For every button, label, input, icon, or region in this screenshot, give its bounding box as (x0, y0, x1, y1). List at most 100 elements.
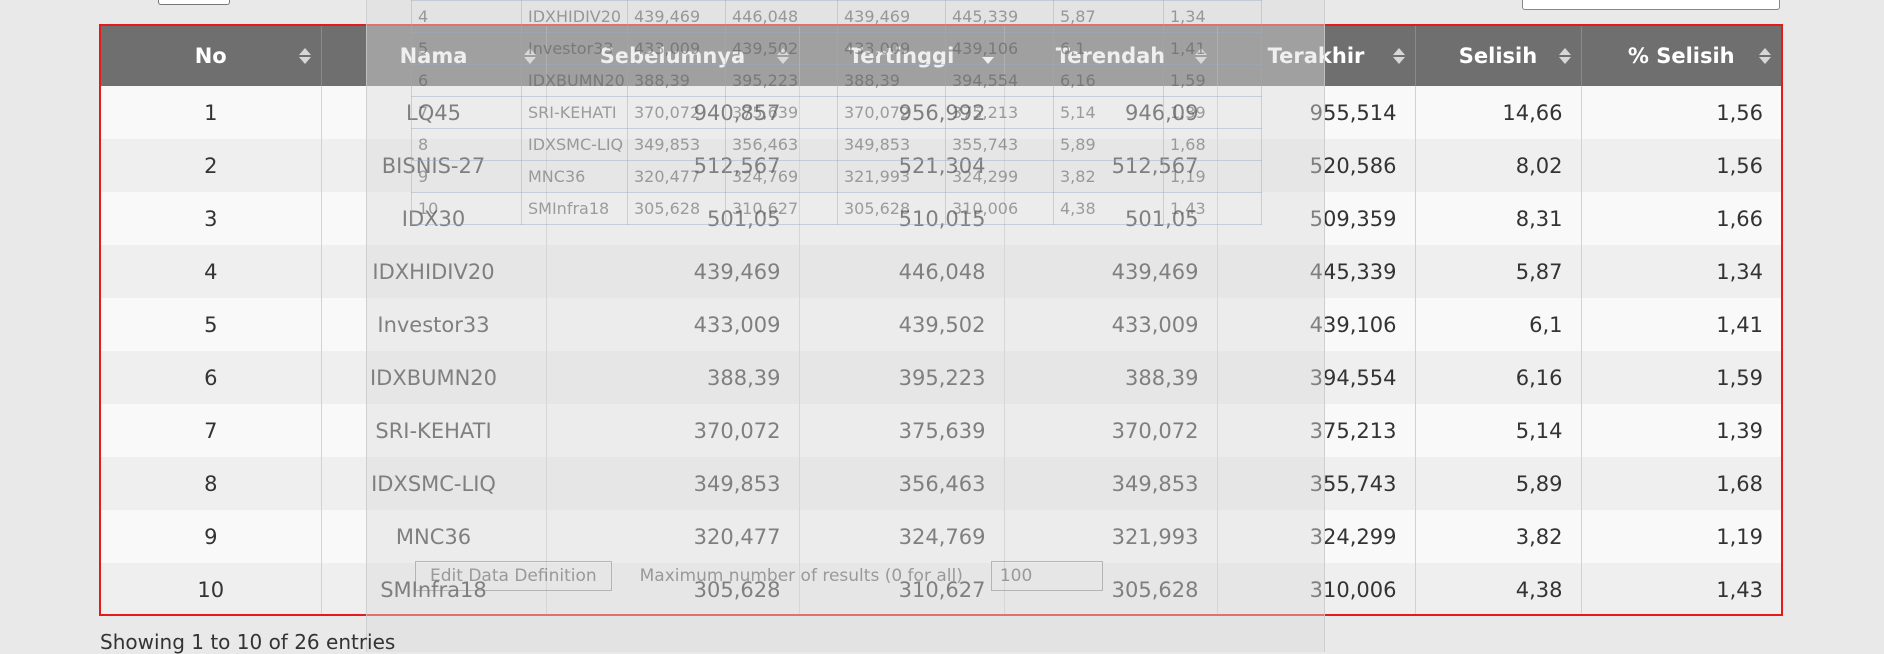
table-cell: 4,38 (1415, 563, 1582, 614)
table-cell: 1,34 (1581, 245, 1781, 298)
table-cell: 439,502 (799, 298, 1005, 351)
table-row[interactable]: 6 IDXBUMN20 388,39 395,223 388,39 394,554 6,16… (101, 351, 1781, 404)
table-row[interactable]: 9 MNC36 320,477 324,769 321,993 324,299 3,82 1,… (101, 510, 1781, 563)
column-header-label: No (194, 44, 227, 68)
table-cell: 375,639 (799, 404, 1005, 457)
table-cell: 5,87 (1415, 245, 1582, 298)
table-cell: 520,586 (1217, 139, 1416, 192)
table-cell: 8 (101, 457, 322, 510)
table-cell: 9 (101, 510, 322, 563)
search-input[interactable] (1522, 0, 1780, 10)
table-cell: 7 (101, 404, 322, 457)
table-cell: 5,89 (1415, 457, 1582, 510)
table-cell: 512,567 (546, 139, 800, 192)
sort-icon[interactable] (1759, 48, 1771, 64)
table-cell: 5,14 (1415, 404, 1582, 457)
table-cell: 349,853 (1004, 457, 1218, 510)
table-cell: 2 (101, 139, 322, 192)
table-cell: 446,048 (799, 245, 1005, 298)
table-header-row: No Nama Sebelumnya Tertinggi Terendah Terakhi… (101, 26, 1781, 86)
table-cell: 370,072 (1004, 404, 1218, 457)
table-cell: 1,59 (1581, 351, 1781, 404)
sort-icon[interactable] (298, 48, 311, 64)
table-cell: 324,299 (1217, 510, 1416, 563)
table-cell: 439,469 (1004, 245, 1218, 298)
table-cell: 509,359 (1217, 192, 1416, 245)
table-cell: 1 (101, 86, 322, 139)
table-cell: 324,769 (799, 510, 1005, 563)
table-cell: 8,02 (1415, 139, 1582, 192)
column-header-label: Tertinggi (848, 44, 955, 68)
column-header-no[interactable]: No (101, 26, 322, 86)
table-cell: 6,16 (1415, 351, 1582, 404)
table-cell: SRI-KEHATI (321, 404, 547, 457)
table-cell: 320,477 (546, 510, 800, 563)
table-cell: 1,41 (1581, 298, 1781, 351)
table-cell: 394,554 (1217, 351, 1416, 404)
column-header-terendah[interactable]: Terendah (1004, 26, 1218, 86)
table-cell: 501,05 (1004, 192, 1218, 245)
table-cell: 1,68 (1581, 457, 1781, 510)
table-cell: 8,31 (1415, 192, 1582, 245)
column-header-tertinggi[interactable]: Tertinggi (799, 26, 1005, 86)
column-header-selisih[interactable]: % Selisih (1581, 26, 1781, 86)
table-cell: MNC36 (321, 510, 547, 563)
sort-icon[interactable] (1558, 48, 1571, 64)
table-cell: IDXBUMN20 (321, 351, 547, 404)
table-cell: 310,006 (1217, 563, 1416, 614)
table-row[interactable]: 8 IDXSMC-LIQ 349,853 356,463 349,853 355,743 5… (101, 457, 1781, 510)
table-cell: 388,39 (546, 351, 800, 404)
table-cell: 1,19 (1581, 510, 1781, 563)
table-row[interactable]: 2 BISNIS-27 512,567 521,304 512,567 520,586 8,… (101, 139, 1781, 192)
table-cell: 370,072 (546, 404, 800, 457)
table-cell: LQ45 (321, 86, 547, 139)
table-cell: 388,39 (1004, 351, 1218, 404)
table-cell: 439,469 (546, 245, 800, 298)
table-cell: IDX30 (321, 192, 547, 245)
table-cell: SMInfra18 (321, 563, 547, 614)
sort-icon[interactable] (523, 48, 536, 64)
table-row[interactable]: 1 LQ45 940,857 956,992 946,09 955,514 14,66 1,5… (101, 86, 1781, 139)
column-header-label: % Selisih (1627, 44, 1735, 68)
table-info: Showing 1 to 10 of 26 entries (100, 630, 396, 654)
table-cell: 310,627 (799, 563, 1005, 614)
column-header-terakhir[interactable]: Terakhir (1217, 26, 1416, 86)
table-row[interactable]: 3 IDX30 501,05 510,015 501,05 509,359 8,31 1,66 (101, 192, 1781, 245)
table-cell: IDXSMC-LIQ (321, 457, 547, 510)
table-cell: 305,628 (546, 563, 800, 614)
table-cell: 1,39 (1581, 404, 1781, 457)
table-row[interactable]: 4 IDXHIDIV20 439,469 446,048 439,469 445,339 5… (101, 245, 1781, 298)
table-cell: 356,463 (799, 457, 1005, 510)
table-cell: 5 (101, 298, 322, 351)
column-header-label: Selisih (1458, 44, 1538, 68)
table-cell: 349,853 (546, 457, 800, 510)
table-cell: 445,339 (1217, 245, 1416, 298)
table-cell: 1,43 (1581, 563, 1781, 614)
page-length-select[interactable] (158, 0, 230, 5)
table-cell: 946,09 (1004, 86, 1218, 139)
sort-icon[interactable] (1392, 48, 1405, 64)
table-row[interactable]: 5 Investor33 433,009 439,502 433,009 439,106 6… (101, 298, 1781, 351)
sort-icon[interactable] (776, 48, 789, 64)
table-cell: 321,993 (1004, 510, 1218, 563)
column-header-label: Nama (399, 44, 468, 68)
table-row[interactable]: 10 SMInfra18 305,628 310,627 305,628 310,006 4… (101, 563, 1781, 614)
table-cell: 956,992 (799, 86, 1005, 139)
table-cell: 433,009 (546, 298, 800, 351)
table-cell: 940,857 (546, 86, 800, 139)
table-cell: 375,213 (1217, 404, 1416, 457)
table-cell: 6,1 (1415, 298, 1582, 351)
column-header-sebelumnya[interactable]: Sebelumnya (546, 26, 800, 86)
table-cell: 14,66 (1415, 86, 1582, 139)
table-row[interactable]: 7 SRI-KEHATI 370,072 375,639 370,072 375,213 5… (101, 404, 1781, 457)
indices-table: No Nama Sebelumnya Tertinggi Terendah Terakhi… (101, 26, 1781, 614)
sort-icon[interactable] (1194, 48, 1207, 64)
column-header-selisih[interactable]: Selisih (1415, 26, 1582, 86)
table-cell: 3 (101, 192, 322, 245)
table-cell: 1,56 (1581, 86, 1781, 139)
table-cell: 433,009 (1004, 298, 1218, 351)
table-cell: BISNIS-27 (321, 139, 547, 192)
sort-desc-icon[interactable] (981, 48, 994, 64)
table-body: 1 LQ45 940,857 956,992 946,09 955,514 14,66 1,5… (101, 86, 1781, 614)
column-header-nama[interactable]: Nama (321, 26, 547, 86)
